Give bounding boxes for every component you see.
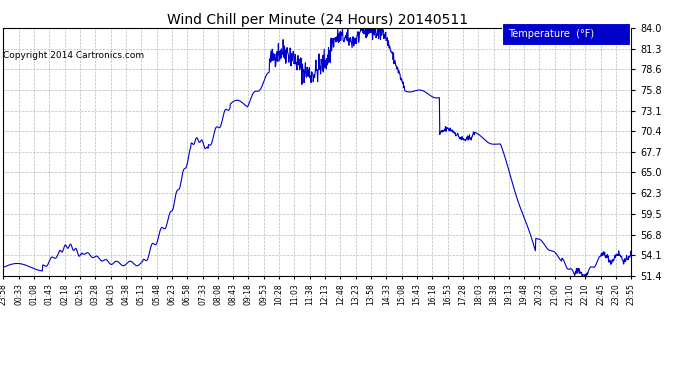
- Title: Wind Chill per Minute (24 Hours) 20140511: Wind Chill per Minute (24 Hours) 2014051…: [167, 13, 468, 27]
- Text: Copyright 2014 Cartronics.com: Copyright 2014 Cartronics.com: [3, 51, 145, 60]
- Text: Temperature  (°F): Temperature (°F): [508, 29, 594, 39]
